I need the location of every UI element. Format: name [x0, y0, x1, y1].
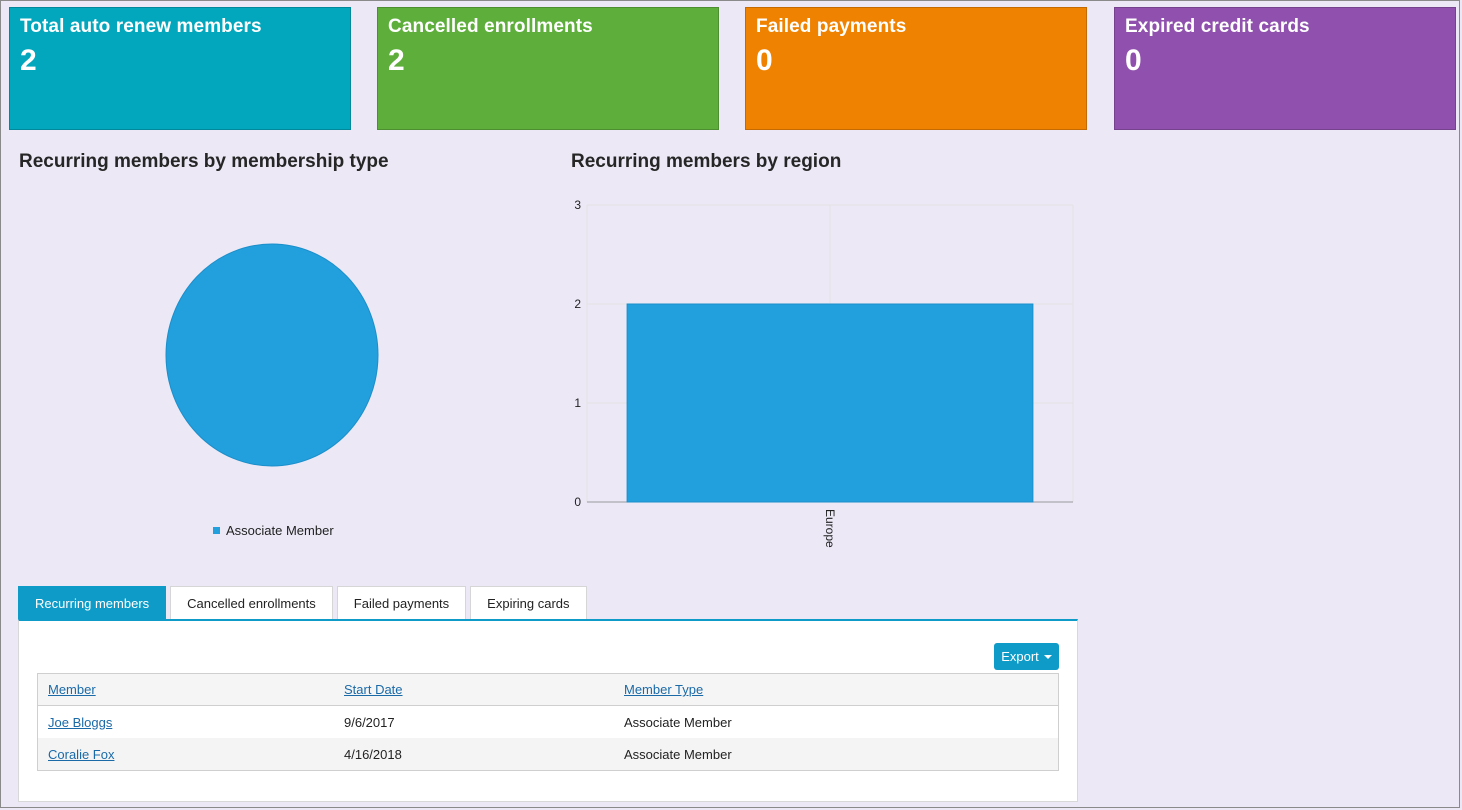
tile-value: 0: [1125, 44, 1142, 77]
tab-panel: Export Member Start Date Member Type Joe…: [18, 619, 1078, 802]
cell-member: Coralie Fox: [37, 738, 334, 771]
bar-chart-title: Recurring members by region: [571, 151, 842, 172]
y-tick-label: 0: [574, 495, 581, 509]
tile-title: Expired credit cards: [1125, 16, 1310, 37]
tab-recurring-members[interactable]: Recurring members: [18, 586, 167, 619]
members-table: Member Start Date Member Type Joe Bloggs…: [37, 673, 1059, 771]
legend-swatch: [213, 527, 220, 534]
sort-link[interactable]: Start Date: [344, 682, 403, 697]
column-header-start-date[interactable]: Start Date: [334, 673, 614, 706]
tile-expired-credit-cards[interactable]: Expired credit cards 0: [1114, 7, 1456, 130]
table-row: Joe Bloggs 9/6/2017 Associate Member: [38, 706, 1059, 739]
tab-bar: Recurring members Cancelled enrollments …: [18, 586, 591, 619]
member-link[interactable]: Coralie Fox: [48, 746, 115, 762]
table-row: Coralie Fox 4/16/2018 Associate Member: [37, 738, 1059, 771]
cell-member-type: Associate Member: [624, 714, 732, 730]
cell-member-type: Associate Member: [614, 738, 1059, 771]
member-link[interactable]: Joe Bloggs: [48, 714, 113, 730]
tile-cancelled-enrollments[interactable]: Cancelled enrollments 2: [377, 7, 719, 130]
sort-link[interactable]: Member: [48, 682, 96, 697]
tab-cancelled-enrollments[interactable]: Cancelled enrollments: [170, 586, 333, 619]
export-button[interactable]: Export: [994, 643, 1059, 670]
y-tick-label: 3: [574, 198, 581, 212]
y-tick-label: 1: [574, 396, 581, 410]
column-header-member-type[interactable]: Member Type: [614, 673, 1059, 706]
y-tick-label: 2: [574, 297, 581, 311]
tile-failed-payments[interactable]: Failed payments 0: [745, 7, 1087, 130]
tile-title: Cancelled enrollments: [388, 16, 593, 37]
pie-legend[interactable]: Associate Member: [213, 523, 334, 538]
tile-title: Failed payments: [756, 16, 907, 37]
cell-start-date: 4/16/2018: [334, 738, 614, 771]
caret-down-icon: [1043, 654, 1052, 659]
x-tick-label: Europe: [823, 509, 837, 548]
table-header-row: Member Start Date Member Type: [37, 673, 1059, 706]
export-label: Export: [1001, 649, 1039, 664]
tab-expiring-cards[interactable]: Expiring cards: [470, 586, 587, 619]
tile-total-auto-renew[interactable]: Total auto renew members 2: [9, 7, 351, 130]
pie-chart: [165, 243, 379, 467]
sort-link[interactable]: Member Type: [624, 682, 704, 697]
tile-value: 2: [388, 44, 405, 77]
bar[interactable]: [626, 303, 1034, 503]
cell-start-date: 9/6/2017: [344, 714, 395, 730]
tile-value: 2: [20, 44, 37, 77]
column-header-member[interactable]: Member: [37, 673, 334, 706]
pie-chart-title: Recurring members by membership type: [19, 151, 389, 172]
tab-failed-payments[interactable]: Failed payments: [336, 586, 467, 619]
cell-member: Joe Bloggs: [38, 706, 335, 739]
tile-value: 0: [756, 44, 773, 77]
bar-chart: 0 1 2 3 Europe: [574, 198, 1074, 548]
pie-slice[interactable]: [165, 243, 379, 467]
legend-label: Associate Member: [226, 523, 334, 538]
tile-title: Total auto renew members: [20, 16, 262, 37]
